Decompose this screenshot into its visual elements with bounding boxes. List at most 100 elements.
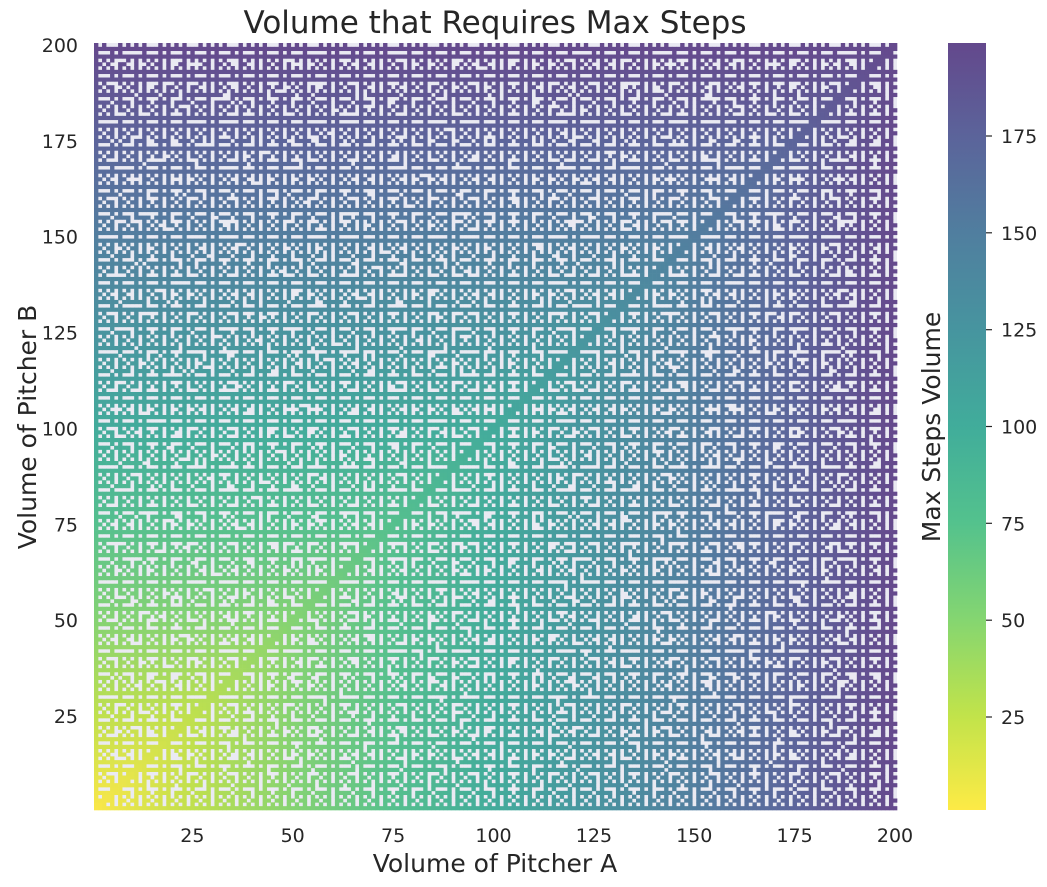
heatmap-cell	[254, 771, 259, 776]
heatmap-cell	[246, 790, 251, 796]
heatmap-cell	[238, 721, 243, 726]
heatmap-cell	[138, 484, 143, 489]
heatmap-cell	[190, 457, 195, 462]
heatmap-cell	[246, 783, 251, 788]
heatmap-cell	[254, 725, 259, 730]
heatmap-cell	[218, 583, 223, 588]
heatmap-cell	[238, 675, 243, 680]
heatmap-cell	[230, 537, 235, 542]
heatmap-cell	[246, 595, 251, 600]
heatmap-cell	[250, 422, 255, 427]
heatmap-cell	[98, 468, 103, 473]
heatmap-cell	[102, 250, 107, 255]
heatmap-cell	[130, 806, 135, 811]
heatmap-cell	[94, 257, 99, 262]
heatmap-cell	[134, 503, 139, 508]
heatmap-cell	[254, 698, 259, 703]
heatmap-cell	[182, 127, 187, 132]
heatmap-cell	[110, 507, 115, 512]
heatmap-cell	[230, 92, 235, 98]
heatmap-cell	[106, 553, 111, 558]
heatmap-cell	[186, 238, 191, 243]
heatmap-cell	[222, 46, 227, 52]
heatmap-cell	[198, 706, 203, 711]
heatmap-cell	[134, 142, 139, 147]
heatmap-cell	[106, 606, 111, 611]
heatmap-cell	[126, 353, 131, 358]
heatmap-cell	[130, 384, 135, 389]
heatmap-cell	[114, 622, 119, 627]
heatmap-cell	[102, 737, 107, 742]
heatmap-cell	[106, 276, 111, 282]
heatmap-cell	[94, 618, 99, 623]
heatmap-cell	[142, 725, 147, 730]
heatmap-cell	[182, 161, 187, 167]
heatmap-cell	[174, 204, 179, 209]
heatmap-cell	[142, 484, 147, 489]
heatmap-cell	[246, 656, 251, 661]
heatmap-cell	[206, 303, 211, 308]
heatmap-cell	[114, 806, 119, 811]
heatmap-cell	[94, 296, 99, 301]
heatmap-cell	[190, 192, 195, 197]
heatmap-cell	[186, 415, 191, 420]
heatmap-cell	[186, 744, 191, 749]
heatmap-cell	[234, 560, 239, 565]
heatmap-cell	[174, 737, 179, 742]
heatmap-cell	[166, 441, 171, 447]
heatmap-cell	[178, 422, 183, 427]
heatmap-cell	[98, 422, 103, 427]
heatmap-cell	[102, 334, 107, 339]
heatmap-cell	[190, 238, 195, 243]
heatmap-cell	[230, 284, 235, 289]
heatmap-cell	[230, 457, 235, 462]
heatmap-cell	[238, 119, 243, 124]
heatmap-cell	[234, 622, 239, 627]
heatmap-cell	[110, 227, 115, 232]
heatmap-cell	[110, 261, 115, 266]
heatmap-cell	[158, 461, 163, 466]
heatmap-cell	[198, 388, 203, 393]
heatmap-cell	[102, 572, 107, 577]
heatmap-cell	[234, 322, 239, 328]
heatmap-cell	[238, 43, 243, 48]
heatmap-cell	[238, 449, 243, 454]
heatmap-cell	[194, 675, 199, 680]
heatmap-cell	[210, 767, 215, 772]
heatmap-cell	[214, 104, 219, 109]
heatmap-cell	[118, 284, 123, 289]
heatmap-cell	[242, 407, 247, 412]
heatmap-cell	[118, 468, 123, 473]
heatmap-cell	[118, 767, 123, 772]
heatmap-cell	[150, 77, 155, 82]
heatmap-cell	[242, 660, 247, 665]
heatmap-cell	[238, 599, 243, 604]
heatmap-cell	[206, 560, 211, 565]
heatmap-cell	[198, 675, 203, 680]
heatmap-cell	[94, 476, 99, 481]
heatmap-cell	[122, 330, 127, 335]
heatmap-cell	[110, 468, 115, 473]
heatmap-cell	[102, 748, 107, 753]
heatmap-cell	[166, 495, 171, 500]
heatmap-cell	[214, 92, 219, 98]
heatmap-cell	[250, 276, 255, 282]
heatmap-cell	[202, 338, 207, 343]
heatmap-cell	[110, 641, 115, 646]
heatmap-cell	[126, 564, 131, 569]
heatmap-cell	[142, 345, 147, 351]
heatmap-cell	[146, 215, 151, 220]
heatmap-cell	[134, 468, 139, 473]
heatmap-cell	[246, 46, 251, 52]
heatmap-cell	[238, 211, 243, 216]
heatmap-cell	[126, 311, 131, 316]
heatmap-cell	[202, 790, 207, 796]
heatmap-cell	[146, 200, 151, 205]
heatmap-cell	[94, 380, 99, 385]
heatmap-cell	[226, 230, 231, 236]
heatmap-cell	[126, 207, 131, 213]
heatmap-cell	[194, 484, 199, 489]
heatmap-cell	[202, 54, 207, 59]
heatmap-cell	[154, 77, 159, 82]
heatmap-cell	[210, 783, 215, 788]
